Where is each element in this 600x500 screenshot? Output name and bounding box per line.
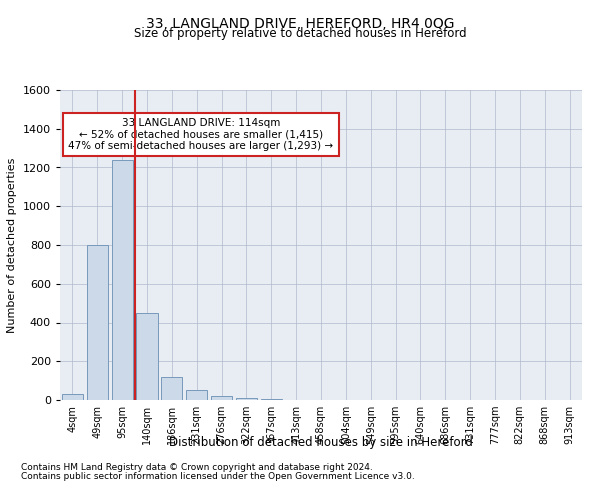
- Bar: [261, 399, 282, 400]
- Text: Distribution of detached houses by size in Hereford: Distribution of detached houses by size …: [169, 436, 473, 449]
- Bar: [211, 396, 232, 400]
- Text: 33, LANGLAND DRIVE, HEREFORD, HR4 0QG: 33, LANGLAND DRIVE, HEREFORD, HR4 0QG: [146, 18, 454, 32]
- Text: 33 LANGLAND DRIVE: 114sqm
← 52% of detached houses are smaller (1,415)
47% of se: 33 LANGLAND DRIVE: 114sqm ← 52% of detac…: [68, 118, 334, 151]
- Text: Size of property relative to detached houses in Hereford: Size of property relative to detached ho…: [134, 28, 466, 40]
- Bar: [136, 313, 158, 400]
- Text: Contains public sector information licensed under the Open Government Licence v3: Contains public sector information licen…: [21, 472, 415, 481]
- Bar: [62, 394, 83, 400]
- Bar: [87, 245, 108, 400]
- Bar: [112, 160, 133, 400]
- Bar: [161, 377, 182, 400]
- Bar: [186, 390, 207, 400]
- Text: Contains HM Land Registry data © Crown copyright and database right 2024.: Contains HM Land Registry data © Crown c…: [21, 464, 373, 472]
- Bar: [236, 398, 257, 400]
- Y-axis label: Number of detached properties: Number of detached properties: [7, 158, 17, 332]
